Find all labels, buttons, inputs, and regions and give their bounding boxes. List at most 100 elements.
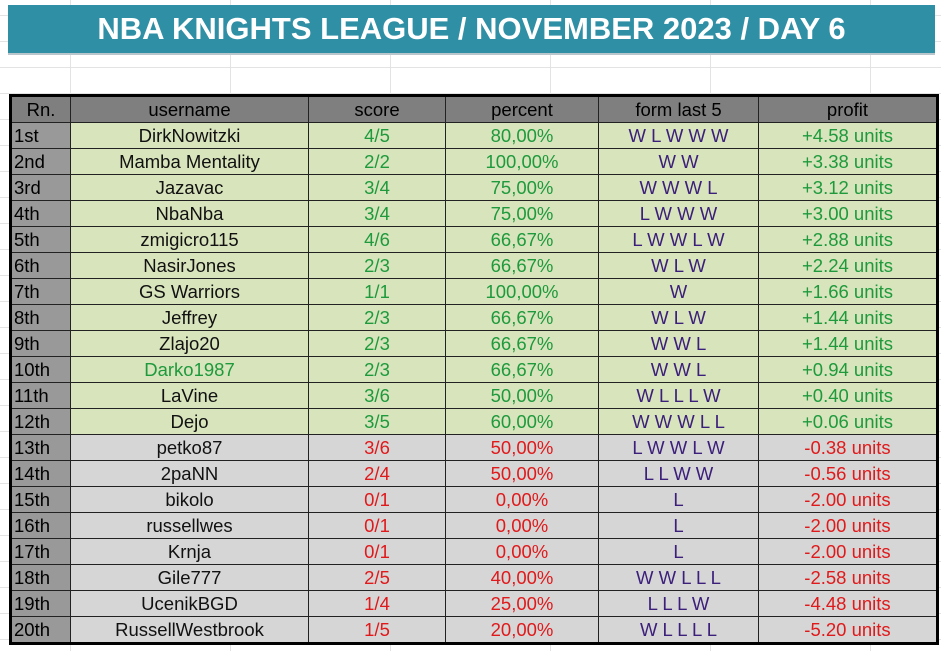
form-cell: W W: [598, 148, 759, 175]
percent-cell: 50,00%: [445, 460, 599, 487]
table-row: 8th Jeffrey 2/3 66,67% W L W +1.44 units: [10, 304, 938, 331]
column-header: percent: [445, 95, 599, 123]
column-header: score: [308, 95, 446, 123]
username-cell: GS Warriors: [70, 278, 309, 305]
table-row: 20th RussellWestbrook 1/5 20,00% W L L L L -5…: [10, 616, 938, 644]
profit-cell: +0.94 units: [758, 356, 938, 383]
rank-cell: 14th: [10, 460, 71, 487]
score-cell: 1/4: [308, 590, 446, 617]
percent-cell: 0,00%: [445, 512, 599, 539]
profit-cell: -2.00 units: [758, 538, 938, 565]
table-row: 14th 2paNN 2/4 50,00% L L W W -0.56 units: [10, 460, 938, 487]
score-cell: 2/3: [308, 330, 446, 357]
rank-cell: 9th: [10, 330, 71, 357]
percent-cell: 66,67%: [445, 356, 599, 383]
form-cell: W L W: [598, 304, 759, 331]
table-row: 19th UcenikBGD 1/4 25,00% L L L W -4.48 units: [10, 590, 938, 617]
table-row: 11th LaVine 3/6 50,00% W L L L W +0.40 units: [10, 382, 938, 409]
username-cell: NasirJones: [70, 252, 309, 279]
table-row: 2nd Mamba Mentality 2/2 100,00% W W +3.38 uni…: [10, 148, 938, 175]
rank-cell: 6th: [10, 252, 71, 279]
percent-cell: 50,00%: [445, 434, 599, 461]
profit-cell: -2.00 units: [758, 486, 938, 513]
profit-cell: +3.00 units: [758, 200, 938, 227]
username-cell: LaVine: [70, 382, 309, 409]
table-row: 12th Dejo 3/5 60,00% W W W L L +0.06 units: [10, 408, 938, 435]
rank-cell: 7th: [10, 278, 71, 305]
profit-cell: +0.06 units: [758, 408, 938, 435]
percent-cell: 20,00%: [445, 616, 599, 644]
rank-cell: 18th: [10, 564, 71, 591]
table-row: 6th NasirJones 2/3 66,67% W L W +2.24 units: [10, 252, 938, 279]
table-row: 18th Gile777 2/5 40,00% W W L L L -2.58 units: [10, 564, 938, 591]
username-cell: Darko1987: [70, 356, 309, 383]
form-cell: W L L L W: [598, 382, 759, 409]
profit-cell: +3.38 units: [758, 148, 938, 175]
percent-cell: 100,00%: [445, 148, 599, 175]
score-cell: 2/4: [308, 460, 446, 487]
rank-cell: 5th: [10, 226, 71, 253]
username-cell: Dejo: [70, 408, 309, 435]
form-cell: W W W L: [598, 174, 759, 201]
rank-cell: 1st: [10, 122, 71, 149]
percent-cell: 60,00%: [445, 408, 599, 435]
score-cell: 3/4: [308, 174, 446, 201]
score-cell: 2/3: [308, 304, 446, 331]
table-row: 15th bikolo 0/1 0,00% L -2.00 units: [10, 486, 938, 513]
percent-cell: 66,67%: [445, 330, 599, 357]
form-cell: L L W W: [598, 460, 759, 487]
form-cell: W L W W W: [598, 122, 759, 149]
profit-cell: -2.58 units: [758, 564, 938, 591]
table-row: 3rd Jazavac 3/4 75,00% W W W L +3.12 units: [10, 174, 938, 201]
percent-cell: 25,00%: [445, 590, 599, 617]
percent-cell: 0,00%: [445, 538, 599, 565]
form-cell: W: [598, 278, 759, 305]
username-cell: 2paNN: [70, 460, 309, 487]
title-banner: NBA KNIGHTS LEAGUE / NOVEMBER 2023 / DAY…: [8, 5, 935, 55]
score-cell: 2/3: [308, 252, 446, 279]
profit-cell: +1.44 units: [758, 304, 938, 331]
rank-cell: 3rd: [10, 174, 71, 201]
username-cell: Gile777: [70, 564, 309, 591]
rank-cell: 4th: [10, 200, 71, 227]
header-row: Rn. username score percent form last 5 profit: [10, 95, 938, 123]
percent-cell: 0,00%: [445, 486, 599, 513]
rank-cell: 8th: [10, 304, 71, 331]
username-cell: Zlajo20: [70, 330, 309, 357]
form-cell: W W L L L: [598, 564, 759, 591]
profit-cell: -2.00 units: [758, 512, 938, 539]
form-cell: W L L L L: [598, 616, 759, 644]
form-cell: W W W L L: [598, 408, 759, 435]
score-cell: 2/2: [308, 148, 446, 175]
table-row: 5th zmigicro115 4/6 66,67% L W W L W +2.88 un…: [10, 226, 938, 253]
rank-cell: 11th: [10, 382, 71, 409]
percent-cell: 66,67%: [445, 304, 599, 331]
profit-cell: +4.58 units: [758, 122, 938, 149]
score-cell: 1/5: [308, 616, 446, 644]
rank-cell: 2nd: [10, 148, 71, 175]
standings-table: Rn. username score percent form last 5 profit…: [9, 94, 939, 645]
column-header: username: [70, 95, 309, 123]
percent-cell: 80,00%: [445, 122, 599, 149]
form-cell: W W L: [598, 356, 759, 383]
score-cell: 0/1: [308, 486, 446, 513]
score-cell: 2/5: [308, 564, 446, 591]
profit-cell: -5.20 units: [758, 616, 938, 644]
percent-cell: 75,00%: [445, 200, 599, 227]
score-cell: 0/1: [308, 538, 446, 565]
table-row: 13th petko87 3/6 50,00% L W W L W -0.38 units: [10, 434, 938, 461]
form-cell: L: [598, 538, 759, 565]
rank-cell: 15th: [10, 486, 71, 513]
profit-cell: +2.88 units: [758, 226, 938, 253]
username-cell: russellwes: [70, 512, 309, 539]
username-cell: Jazavac: [70, 174, 309, 201]
username-cell: Jeffrey: [70, 304, 309, 331]
score-cell: 2/3: [308, 356, 446, 383]
column-header: profit: [758, 95, 938, 123]
table-row: 10th Darko1987 2/3 66,67% W W L +0.94 units: [10, 356, 938, 383]
form-cell: L: [598, 486, 759, 513]
percent-cell: 66,67%: [445, 252, 599, 279]
score-cell: 4/6: [308, 226, 446, 253]
username-cell: NbaNba: [70, 200, 309, 227]
